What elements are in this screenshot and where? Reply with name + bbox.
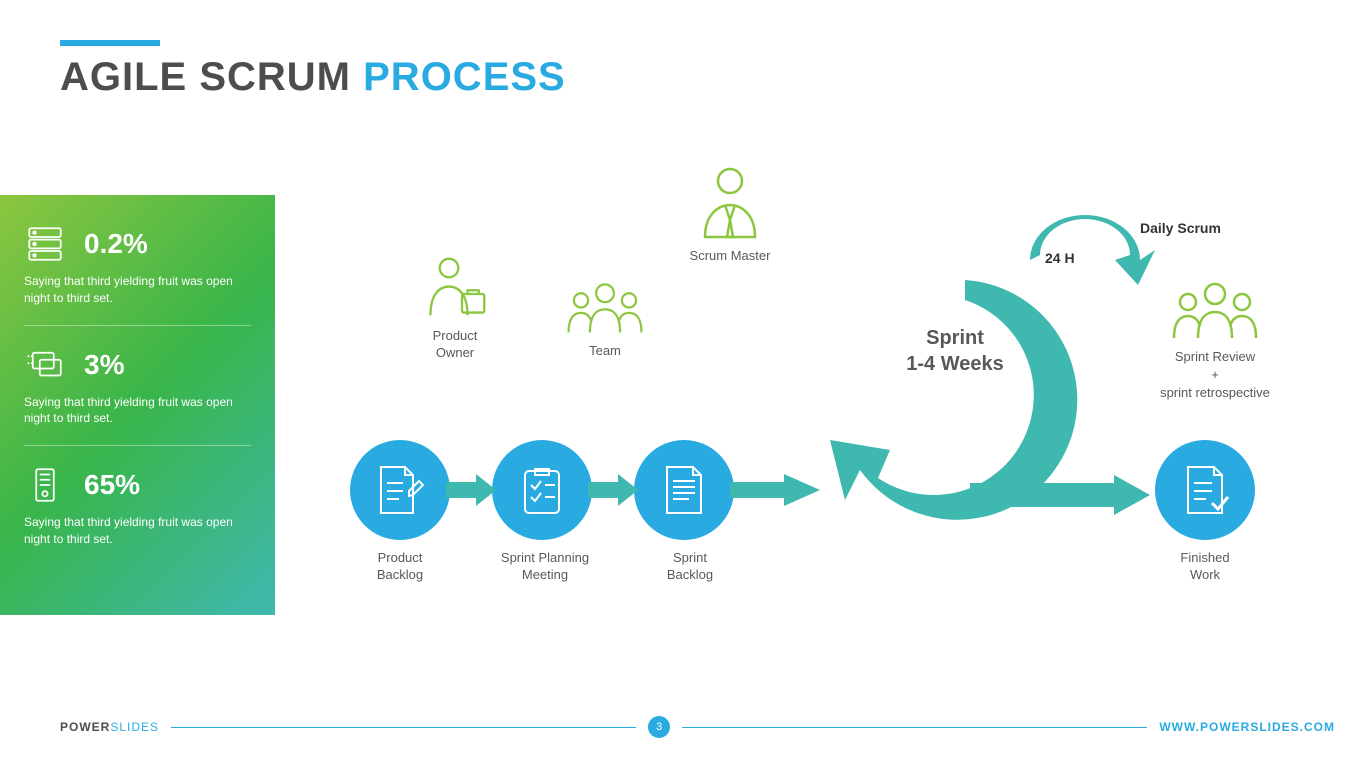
sprint-label: Sprint 1-4 Weeks	[870, 325, 1040, 377]
sprint-line1: Sprint	[870, 325, 1040, 351]
stat-desc: Saying that third yielding fruit was ope…	[24, 273, 251, 307]
server-icon	[24, 223, 66, 265]
stat-desc: Saying that third yielding fruit was ope…	[24, 394, 251, 428]
team-icon	[1170, 280, 1260, 340]
stat-desc: Saying that third yielding fruit was ope…	[24, 514, 251, 548]
process-flow-row	[350, 440, 816, 540]
brand-part2: SLIDES	[110, 720, 159, 734]
slide-footer: POWERSLIDES 3 WWW.POWERSLIDES.COM	[0, 715, 1365, 739]
document-pencil-icon	[375, 463, 425, 517]
stat-value: 3%	[84, 349, 124, 381]
footer-brand: POWERSLIDES	[60, 720, 159, 734]
stat-value: 65%	[84, 469, 140, 501]
arrow-icon	[588, 474, 638, 506]
scrum-diagram: Scrum Master Product Owner Team Sprint 1…	[300, 150, 1350, 650]
daily-scrum-label: Daily Scrum	[1140, 220, 1221, 236]
role-label: Team	[555, 343, 655, 360]
arrow-icon	[730, 474, 820, 506]
step-label-sprint-planning: Sprint Planning Meeting	[485, 550, 605, 584]
hours-label: 24 H	[1045, 250, 1075, 266]
daily-scrum-arrow	[1020, 190, 1180, 290]
review-plus: +	[1140, 366, 1290, 384]
stat-item: 3% Saying that third yielding fruit was …	[24, 344, 251, 447]
title-accent-bar	[60, 40, 160, 46]
footer-divider	[171, 727, 636, 728]
page-title: AGILE SCRUM PROCESS	[60, 55, 566, 100]
title-part2: PROCESS	[363, 55, 566, 99]
role-label-l2: Owner	[405, 345, 505, 362]
person-tie-icon	[695, 165, 765, 240]
stat-item: 0.2% Saying that third yielding fruit wa…	[24, 223, 251, 326]
sprint-loop-arrow	[790, 240, 1140, 580]
finished-work-circle	[1155, 440, 1255, 540]
stats-sidebar: 0.2% Saying that third yielding fruit wa…	[0, 195, 275, 615]
role-product-owner: Product Owner	[405, 255, 505, 362]
sprint-backlog-circle	[634, 440, 734, 540]
team-icon	[565, 280, 645, 335]
document-lines-icon	[659, 463, 709, 517]
review-line1: Sprint Review	[1140, 348, 1290, 366]
sprint-line2: 1-4 Weeks	[870, 351, 1040, 377]
page-number: 3	[648, 716, 670, 738]
step-label-finished: Finished Work	[1145, 550, 1265, 584]
title-part1: AGILE SCRUM	[60, 55, 363, 99]
footer-divider	[682, 727, 1147, 728]
footer-url: WWW.POWERSLIDES.COM	[1159, 720, 1335, 734]
brand-part1: POWER	[60, 720, 110, 734]
devices-icon	[24, 344, 66, 386]
person-briefcase-icon	[423, 255, 488, 320]
arrow-icon	[446, 474, 496, 506]
sprint-review-block: Sprint Review + sprint retrospective	[1140, 280, 1290, 403]
stat-value: 0.2%	[84, 228, 148, 260]
role-team: Team	[555, 280, 655, 360]
role-label: Scrum Master	[670, 248, 790, 265]
sprint-planning-circle	[492, 440, 592, 540]
step-label-sprint-backlog: Sprint Backlog	[630, 550, 750, 584]
review-line2: sprint retrospective	[1140, 384, 1290, 402]
step-label-product-backlog: Product Backlog	[340, 550, 460, 584]
role-label-l1: Product	[405, 328, 505, 345]
checklist-icon	[517, 463, 567, 517]
stat-item: 65% Saying that third yielding fruit was…	[24, 464, 251, 548]
tower-icon	[24, 464, 66, 506]
role-scrum-master: Scrum Master	[670, 165, 790, 265]
product-backlog-circle	[350, 440, 450, 540]
document-check-icon	[1180, 463, 1230, 517]
